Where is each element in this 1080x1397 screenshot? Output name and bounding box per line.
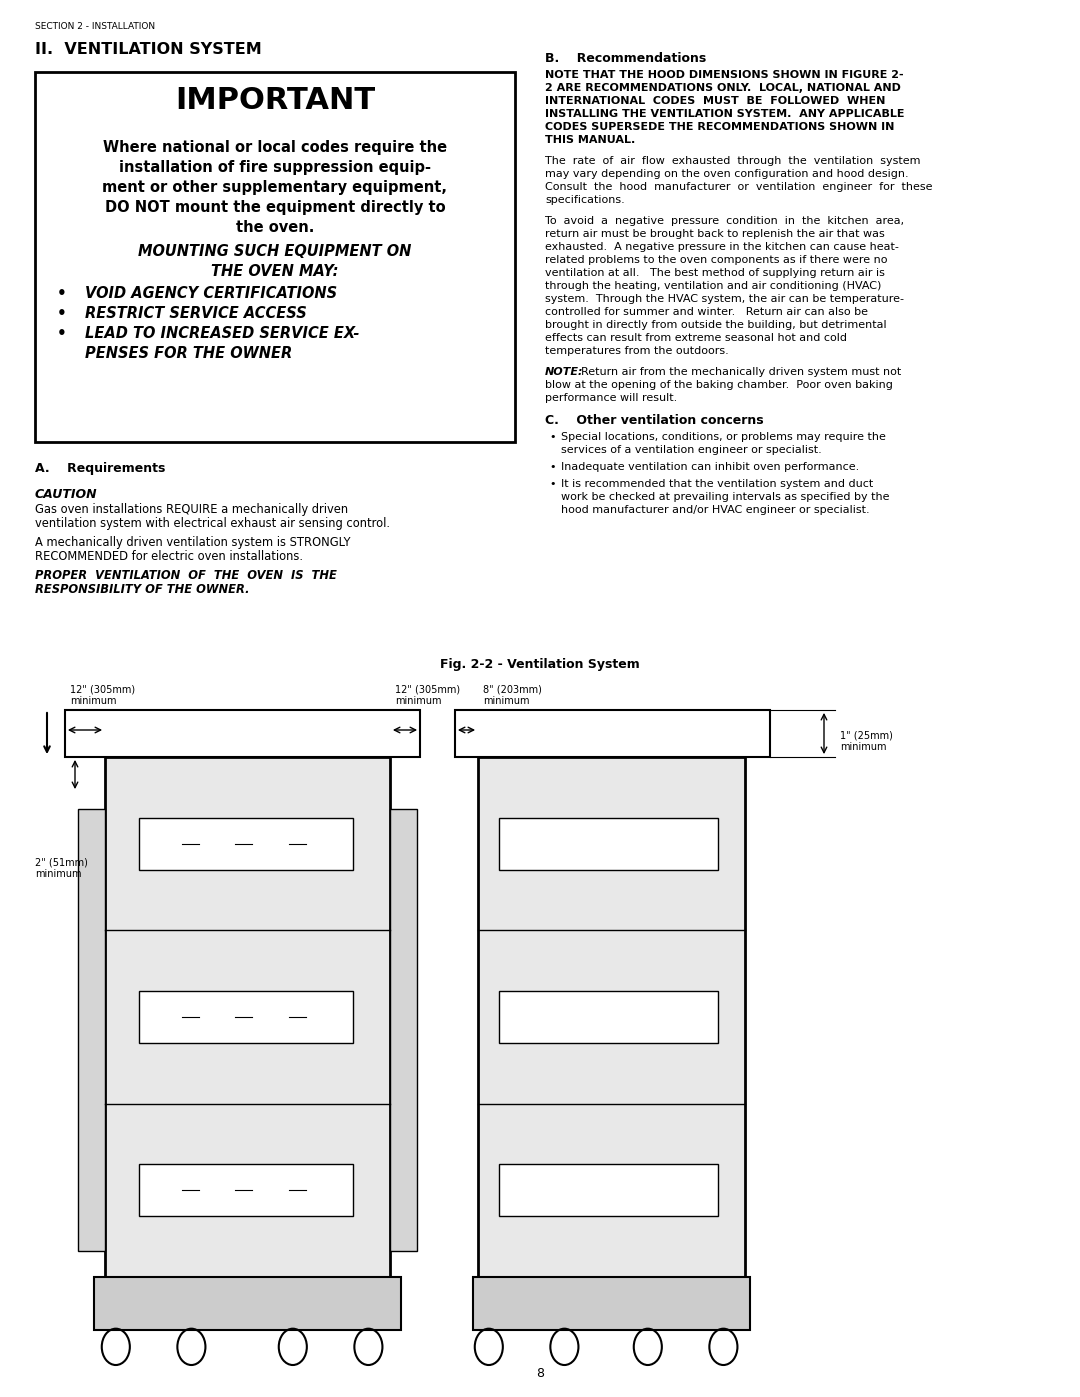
Bar <box>499 1164 718 1217</box>
Text: •: • <box>57 326 67 341</box>
Text: minimum: minimum <box>35 869 81 879</box>
Text: Inadequate ventilation can inhibit oven performance.: Inadequate ventilation can inhibit oven … <box>561 462 860 472</box>
Text: ment or other supplementary equipment,: ment or other supplementary equipment, <box>103 180 447 196</box>
Bar <box>478 757 745 1277</box>
Text: system.  Through the HVAC system, the air can be temperature-: system. Through the HVAC system, the air… <box>545 293 904 305</box>
Text: brought in directly from outside the building, but detrimental: brought in directly from outside the bui… <box>545 320 887 330</box>
Text: VOID AGENCY CERTIFICATIONS: VOID AGENCY CERTIFICATIONS <box>85 286 337 300</box>
Text: It is recommended that the ventilation system and duct: It is recommended that the ventilation s… <box>561 479 874 489</box>
Text: Return air from the mechanically driven system must not: Return air from the mechanically driven … <box>581 367 901 377</box>
Text: blow at the opening of the baking chamber.  Poor oven baking: blow at the opening of the baking chambe… <box>545 380 893 390</box>
Text: ventilation at all.   The best method of supplying return air is: ventilation at all. The best method of s… <box>545 268 885 278</box>
Text: through the heating, ventilation and air conditioning (HVAC): through the heating, ventilation and air… <box>545 281 881 291</box>
Text: temperatures from the outdoors.: temperatures from the outdoors. <box>545 346 729 356</box>
Text: II.  VENTILATION SYSTEM: II. VENTILATION SYSTEM <box>35 42 261 57</box>
Text: THE OVEN MAY:: THE OVEN MAY: <box>212 264 339 279</box>
Text: performance will result.: performance will result. <box>545 393 677 402</box>
Text: A.    Requirements: A. Requirements <box>35 462 165 475</box>
Text: NOTE:: NOTE: <box>545 367 583 377</box>
Text: minimum: minimum <box>70 696 117 705</box>
Text: 8: 8 <box>536 1368 544 1380</box>
Text: services of a ventilation engineer or specialist.: services of a ventilation engineer or sp… <box>561 446 822 455</box>
Text: •: • <box>57 286 67 300</box>
Text: may vary depending on the oven configuration and hood design.: may vary depending on the oven configura… <box>545 169 908 179</box>
Bar <box>94 1277 401 1330</box>
Text: •: • <box>549 462 555 472</box>
Text: LEAD TO INCREASED SERVICE EX-: LEAD TO INCREASED SERVICE EX- <box>85 326 360 341</box>
Text: 8" (203mm): 8" (203mm) <box>483 685 542 694</box>
Text: 12" (305mm): 12" (305mm) <box>395 685 460 694</box>
Bar <box>65 710 420 757</box>
Text: INSTALLING THE VENTILATION SYSTEM.  ANY APPLICABLE: INSTALLING THE VENTILATION SYSTEM. ANY A… <box>545 109 905 119</box>
Text: MOUNTING SUCH EQUIPMENT ON: MOUNTING SUCH EQUIPMENT ON <box>138 244 411 258</box>
Text: Gas oven installations REQUIRE a mechanically driven: Gas oven installations REQUIRE a mechani… <box>35 503 348 515</box>
Text: INTERNATIONAL  CODES  MUST  BE  FOLLOWED  WHEN: INTERNATIONAL CODES MUST BE FOLLOWED WHE… <box>545 96 886 106</box>
Text: minimum: minimum <box>840 742 887 752</box>
Text: RESPONSIBILITY OF THE OWNER.: RESPONSIBILITY OF THE OWNER. <box>35 583 249 597</box>
Bar <box>390 809 417 1250</box>
Text: •: • <box>57 306 67 321</box>
Text: PROPER  VENTILATION  OF  THE  OVEN  IS  THE: PROPER VENTILATION OF THE OVEN IS THE <box>35 569 337 583</box>
Bar <box>78 809 105 1250</box>
Text: IMPORTANT: IMPORTANT <box>175 87 375 115</box>
Bar <box>35 73 515 441</box>
Text: related problems to the oven components as if there were no: related problems to the oven components … <box>545 256 888 265</box>
Text: To  avoid  a  negative  pressure  condition  in  the  kitchen  area,: To avoid a negative pressure condition i… <box>545 217 904 226</box>
Text: The  rate  of  air  flow  exhausted  through  the  ventilation  system: The rate of air flow exhausted through t… <box>545 156 920 166</box>
Text: 2 ARE RECOMMENDATIONS ONLY.  LOCAL, NATIONAL AND: 2 ARE RECOMMENDATIONS ONLY. LOCAL, NATIO… <box>545 82 901 94</box>
Text: Where national or local codes require the: Where national or local codes require th… <box>103 140 447 155</box>
Text: •: • <box>549 479 555 489</box>
Text: specifications.: specifications. <box>545 196 624 205</box>
Text: hood manufacturer and/or HVAC engineer or specialist.: hood manufacturer and/or HVAC engineer o… <box>561 504 869 515</box>
Text: •: • <box>549 432 555 441</box>
Text: return air must be brought back to replenish the air that was: return air must be brought back to reple… <box>545 229 885 239</box>
Bar <box>499 990 718 1044</box>
Bar <box>473 1277 751 1330</box>
Text: 2" (51mm): 2" (51mm) <box>35 856 87 868</box>
Text: exhausted.  A negative pressure in the kitchen can cause heat-: exhausted. A negative pressure in the ki… <box>545 242 899 251</box>
Text: Special locations, conditions, or problems may require the: Special locations, conditions, or proble… <box>561 432 886 441</box>
Bar <box>139 990 353 1044</box>
Text: minimum: minimum <box>483 696 529 705</box>
Text: installation of fire suppression equip-: installation of fire suppression equip- <box>119 161 431 175</box>
Text: NOTE THAT THE HOOD DIMENSIONS SHOWN IN FIGURE 2-: NOTE THAT THE HOOD DIMENSIONS SHOWN IN F… <box>545 70 904 80</box>
Text: ventilation system with electrical exhaust air sensing control.: ventilation system with electrical exhau… <box>35 517 390 529</box>
Text: effects can result from extreme seasonal hot and cold: effects can result from extreme seasonal… <box>545 332 847 344</box>
Bar <box>139 1164 353 1217</box>
Text: minimum: minimum <box>395 696 442 705</box>
Text: RECOMMENDED for electric oven installations.: RECOMMENDED for electric oven installati… <box>35 550 303 563</box>
Bar <box>105 757 390 1277</box>
Text: work be checked at prevailing intervals as specified by the: work be checked at prevailing intervals … <box>561 492 890 502</box>
Text: Fig. 2-2 - Ventilation System: Fig. 2-2 - Ventilation System <box>441 658 639 671</box>
Text: 12" (305mm): 12" (305mm) <box>70 685 135 694</box>
Text: THIS MANUAL.: THIS MANUAL. <box>545 136 635 145</box>
Text: DO NOT mount the equipment directly to: DO NOT mount the equipment directly to <box>105 200 445 215</box>
Text: controlled for summer and winter.   Return air can also be: controlled for summer and winter. Return… <box>545 307 868 317</box>
Text: A mechanically driven ventilation system is STRONGLY: A mechanically driven ventilation system… <box>35 536 351 549</box>
Text: CAUTION: CAUTION <box>35 488 97 502</box>
Text: the oven.: the oven. <box>235 219 314 235</box>
Text: PENSES FOR THE OWNER: PENSES FOR THE OWNER <box>85 346 293 360</box>
Text: SECTION 2 - INSTALLATION: SECTION 2 - INSTALLATION <box>35 22 156 31</box>
Text: C.    Other ventilation concerns: C. Other ventilation concerns <box>545 414 764 427</box>
Bar <box>499 817 718 870</box>
Text: CODES SUPERSEDE THE RECOMMENDATIONS SHOWN IN: CODES SUPERSEDE THE RECOMMENDATIONS SHOW… <box>545 122 894 131</box>
Text: B.    Recommendations: B. Recommendations <box>545 52 706 66</box>
Bar <box>139 817 353 870</box>
Text: Consult  the  hood  manufacturer  or  ventilation  engineer  for  these: Consult the hood manufacturer or ventila… <box>545 182 932 191</box>
Text: 1" (25mm): 1" (25mm) <box>840 731 893 740</box>
Bar <box>455 710 770 757</box>
Text: RESTRICT SERVICE ACCESS: RESTRICT SERVICE ACCESS <box>85 306 307 321</box>
